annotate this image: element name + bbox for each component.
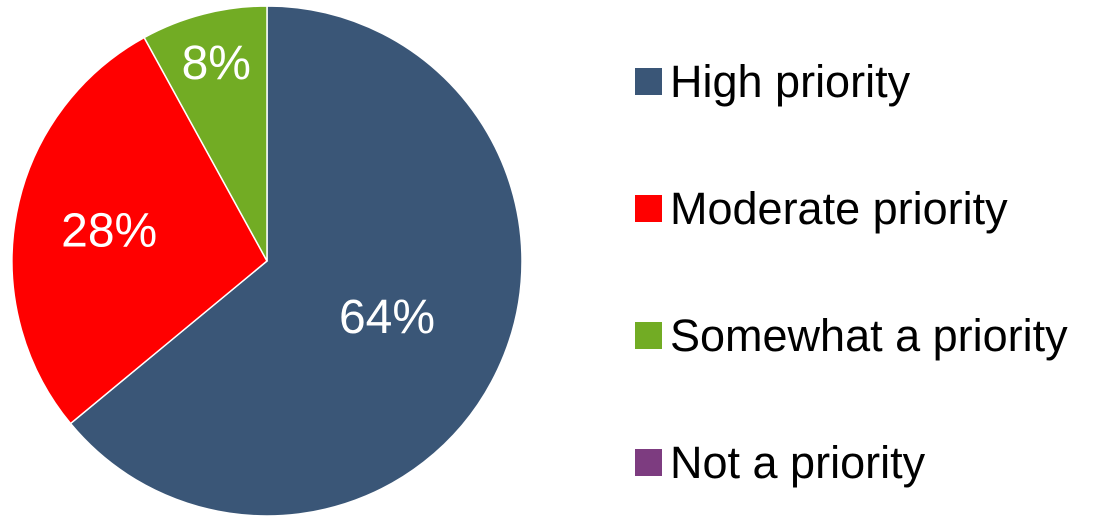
legend-swatch-somewhat-a-priority (635, 321, 662, 349)
legend-swatch-not-a-priority (635, 448, 662, 476)
pie-slice-moderate-priority (11, 36, 268, 425)
legend-item-somewhat-a-priority: Somewhat a priority (635, 300, 1105, 370)
data-label-somewhat-a-priority: 8% (182, 37, 251, 90)
pie-plot-area: 64% 28% 8% (11, 5, 523, 516)
legend-item-high-priority: High priority (635, 46, 1105, 116)
legend-item-moderate-priority: Moderate priority (635, 173, 1105, 243)
legend-swatch-moderate-priority (635, 194, 662, 222)
legend-label-high-priority: High priority (670, 55, 911, 107)
legend-label-somewhat-a-priority: Somewhat a priority (670, 309, 1068, 361)
legend-label-not-a-priority: Not a priority (670, 436, 926, 488)
data-label-moderate-priority: 28% (61, 204, 157, 257)
legend-label-moderate-priority: Moderate priority (670, 182, 1008, 234)
data-label-high-priority: 64% (339, 291, 435, 344)
legend-swatch-high-priority (635, 67, 662, 95)
pie-slice-high-priority (69, 5, 523, 516)
legend: High priority Moderate priority Somewhat… (635, 46, 1105, 497)
legend-item-not-a-priority: Not a priority (635, 427, 1105, 497)
pie-slice-somewhat-a-priority (143, 5, 268, 262)
